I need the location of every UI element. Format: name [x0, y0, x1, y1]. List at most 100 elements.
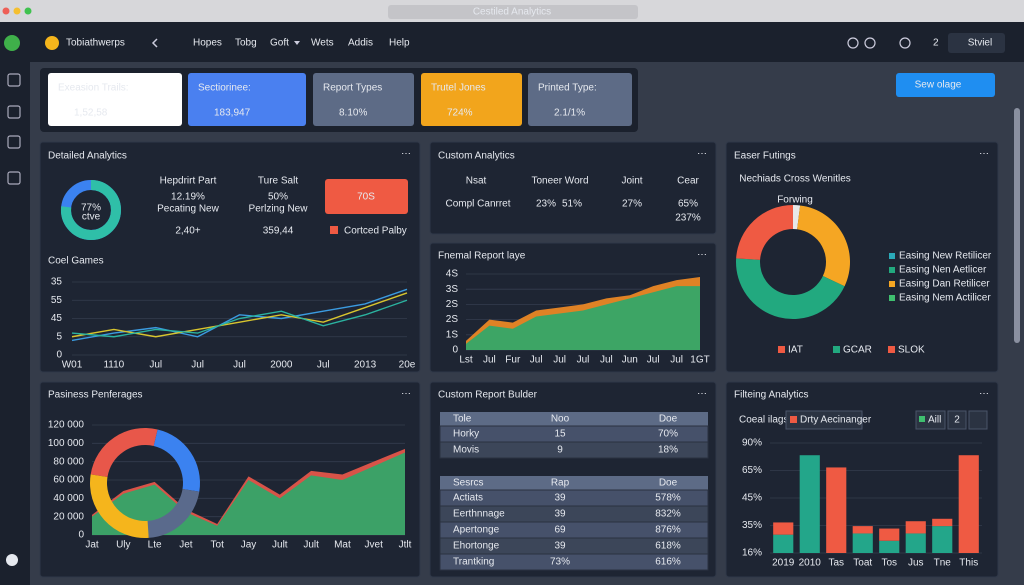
- area-series: [466, 286, 700, 350]
- nav-item[interactable]: Tobg: [235, 38, 257, 49]
- nav-button[interactable]: [948, 33, 1005, 53]
- nav-bar: [0, 22, 1024, 62]
- sidebar-icon[interactable]: [7, 135, 21, 149]
- sidebar-icon[interactable]: [7, 73, 21, 87]
- column-sub: Perlzing New: [249, 204, 309, 215]
- dropdown-caret: [294, 41, 300, 45]
- x-tick-label: Fur: [505, 355, 521, 366]
- x-tick-label: Mat: [334, 540, 351, 551]
- x-tick-label: Toat: [853, 558, 872, 569]
- x-tick-label: Jul: [670, 355, 683, 366]
- legend-label: Easing Dan Retilicer: [899, 279, 990, 290]
- panel-menu[interactable]: ⋯: [401, 389, 411, 400]
- bar: [773, 522, 794, 535]
- all-label[interactable]: Aill: [928, 415, 941, 426]
- kpi-label: Exeasion Trails:: [58, 83, 129, 94]
- logo: [4, 35, 20, 51]
- nav-item[interactable]: Wets: [311, 38, 334, 49]
- donut-segment: [90, 428, 158, 478]
- brand: Tobiathwerps: [66, 38, 125, 49]
- nav-button-label[interactable]: Stviel: [968, 38, 992, 49]
- panel-menu[interactable]: ⋯: [697, 250, 707, 261]
- table-cell: Actiats: [453, 493, 483, 504]
- filter-swatch: [790, 416, 797, 423]
- nav-item[interactable]: Hopes: [193, 38, 222, 49]
- panel-menu[interactable]: ⋯: [697, 389, 707, 400]
- sidebar-icon[interactable]: [7, 171, 21, 185]
- x-tick-label: This: [959, 558, 978, 569]
- bar: [932, 518, 953, 527]
- filter-box[interactable]: [785, 410, 863, 430]
- table-cell: 65%: [678, 199, 698, 210]
- filter-value[interactable]: Drty Aecinanger: [800, 415, 872, 426]
- nav-item[interactable]: Goft: [270, 38, 289, 49]
- table-header-row: [440, 476, 708, 490]
- y-tick-label: 3S: [446, 284, 459, 295]
- save-button-label[interactable]: Sew olage: [915, 80, 962, 91]
- panel-menu[interactable]: ⋯: [697, 149, 707, 160]
- count-label[interactable]: 2: [954, 415, 960, 426]
- x-tick-label: Jet: [179, 540, 193, 551]
- url: Cestiled Analytics: [473, 7, 551, 18]
- nav-icon[interactable]: [847, 37, 859, 49]
- panel-menu[interactable]: ⋯: [401, 149, 411, 160]
- kpi-value: 8.10%: [339, 108, 367, 119]
- x-tick-label: Jul: [483, 355, 496, 366]
- legend-label: SLOK: [898, 345, 925, 356]
- x-tick-label: Jult: [272, 540, 288, 551]
- table-cell: 616%: [655, 557, 681, 568]
- nav-item[interactable]: Help: [389, 38, 410, 49]
- x-tick-label: Jul: [191, 360, 204, 371]
- table-cell: Apertonge: [453, 525, 500, 536]
- bar: [879, 540, 900, 553]
- table-header: Tole: [453, 414, 472, 425]
- menu-button[interactable]: [968, 410, 988, 430]
- help-icon[interactable]: [6, 554, 18, 566]
- y-tick-label: 2S: [446, 314, 459, 325]
- column-total: 359,44: [263, 226, 294, 237]
- table-header: Doe: [659, 478, 678, 489]
- legend-swatch: [833, 346, 840, 353]
- y-tick-label: 16%: [742, 548, 762, 559]
- panel-menu[interactable]: ⋯: [979, 149, 989, 160]
- column-head: Ture Salt: [258, 176, 298, 187]
- y-tick-label: 60 000: [53, 475, 84, 486]
- table-header: Nsat: [466, 176, 487, 187]
- kpi-label: Printed Type:: [538, 83, 597, 94]
- back-icon[interactable]: [151, 38, 158, 48]
- panel-title: Coel Games: [48, 256, 104, 267]
- panel-title: Custom Analytics: [438, 151, 515, 162]
- line-series: [71, 292, 408, 338]
- panel-title: Pasiness Penferages: [48, 390, 143, 401]
- table-header: Joint: [621, 176, 642, 187]
- kpi-value: 1,52,58: [74, 108, 108, 119]
- legend-swatch: [889, 281, 895, 287]
- x-tick-label: 2010: [799, 558, 822, 569]
- all-button[interactable]: [915, 410, 946, 430]
- badge-label: 70S: [357, 192, 375, 203]
- y-tick-label: 120 000: [48, 420, 85, 431]
- table-cell: Ehortonge: [453, 541, 500, 552]
- column-total: 2,40+: [175, 226, 200, 237]
- sidebar-icon[interactable]: [7, 105, 21, 119]
- nav-item[interactable]: Addis: [348, 38, 373, 49]
- x-tick-label: W01: [62, 360, 83, 371]
- table-cell: 237%: [675, 213, 701, 224]
- legend-swatch: [889, 253, 895, 259]
- donut-segment: [735, 258, 845, 319]
- table-header: Cear: [677, 176, 699, 187]
- bar: [826, 467, 847, 553]
- kpi-card: [48, 73, 182, 126]
- donut-segment: [793, 205, 801, 230]
- table-cell: 51%: [562, 199, 582, 210]
- x-tick-label: Jul: [317, 360, 330, 371]
- nav-icon[interactable]: [899, 37, 911, 49]
- nav-icon[interactable]: [864, 37, 876, 49]
- count-button[interactable]: [947, 410, 967, 430]
- save-button[interactable]: [896, 73, 995, 97]
- panel-menu[interactable]: ⋯: [979, 389, 989, 400]
- kpi-value: 724%: [447, 108, 473, 119]
- column-value: 50%: [268, 192, 288, 203]
- brand-icon: [45, 36, 59, 50]
